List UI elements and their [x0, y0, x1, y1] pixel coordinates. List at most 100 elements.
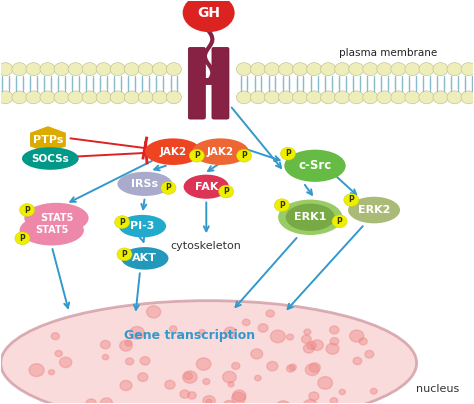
Circle shape	[60, 357, 72, 368]
Circle shape	[146, 306, 161, 318]
Ellipse shape	[22, 147, 79, 170]
Circle shape	[305, 364, 319, 376]
Circle shape	[311, 340, 323, 350]
Circle shape	[15, 232, 30, 245]
Circle shape	[0, 63, 13, 76]
Text: nucleus: nucleus	[416, 384, 459, 394]
Text: AKT: AKT	[132, 253, 157, 263]
Circle shape	[330, 338, 339, 345]
Text: c-Src: c-Src	[298, 159, 332, 172]
Circle shape	[377, 91, 392, 104]
Circle shape	[40, 63, 55, 76]
Text: P: P	[285, 149, 291, 158]
Circle shape	[301, 335, 311, 343]
Text: P: P	[119, 218, 125, 227]
Circle shape	[100, 341, 110, 349]
Circle shape	[40, 91, 55, 104]
Circle shape	[54, 63, 69, 76]
Circle shape	[363, 63, 378, 76]
Text: IRSs: IRSs	[131, 179, 158, 189]
Circle shape	[332, 215, 347, 228]
Circle shape	[271, 330, 285, 343]
Circle shape	[335, 91, 350, 104]
Circle shape	[51, 333, 59, 340]
Circle shape	[330, 398, 337, 404]
Circle shape	[124, 63, 139, 76]
Ellipse shape	[145, 139, 201, 165]
Circle shape	[82, 63, 97, 76]
Circle shape	[184, 372, 192, 380]
Circle shape	[138, 91, 153, 104]
Circle shape	[264, 63, 280, 76]
Circle shape	[138, 63, 153, 76]
Circle shape	[110, 91, 125, 104]
Circle shape	[203, 379, 210, 385]
Circle shape	[419, 91, 434, 104]
Circle shape	[309, 363, 320, 372]
Text: P: P	[348, 196, 354, 204]
Circle shape	[251, 349, 263, 359]
Circle shape	[166, 63, 182, 76]
Circle shape	[267, 362, 278, 371]
Text: P: P	[19, 234, 25, 243]
Circle shape	[279, 63, 294, 76]
Circle shape	[405, 63, 420, 76]
Circle shape	[349, 91, 364, 104]
Circle shape	[304, 329, 311, 335]
Circle shape	[250, 91, 265, 104]
Circle shape	[188, 392, 196, 399]
FancyBboxPatch shape	[212, 47, 229, 119]
Circle shape	[125, 340, 132, 346]
Circle shape	[307, 63, 322, 76]
Ellipse shape	[119, 215, 166, 238]
Text: P: P	[122, 250, 128, 259]
Circle shape	[96, 91, 111, 104]
Circle shape	[286, 365, 295, 372]
Circle shape	[339, 389, 346, 395]
Circle shape	[224, 327, 236, 337]
Circle shape	[433, 63, 448, 76]
Text: SOCSs: SOCSs	[31, 154, 69, 164]
Circle shape	[129, 326, 145, 339]
Circle shape	[447, 63, 462, 76]
Circle shape	[433, 91, 448, 104]
Circle shape	[124, 91, 139, 104]
Ellipse shape	[182, 0, 235, 32]
Circle shape	[349, 63, 364, 76]
Circle shape	[233, 390, 246, 401]
Circle shape	[281, 147, 296, 160]
Circle shape	[48, 370, 55, 375]
Circle shape	[237, 91, 252, 104]
Circle shape	[264, 91, 280, 104]
Circle shape	[161, 181, 176, 194]
Circle shape	[119, 341, 132, 351]
Circle shape	[152, 91, 167, 104]
Text: ERK1: ERK1	[294, 212, 327, 222]
Circle shape	[309, 392, 319, 400]
Circle shape	[276, 401, 291, 404]
Circle shape	[353, 357, 362, 365]
Circle shape	[126, 358, 134, 365]
Circle shape	[0, 91, 13, 104]
Circle shape	[370, 388, 377, 394]
Text: Gene transcription: Gene transcription	[124, 329, 255, 342]
Text: P: P	[194, 151, 200, 160]
Circle shape	[100, 398, 112, 404]
Text: STAT5: STAT5	[40, 213, 73, 223]
Ellipse shape	[284, 149, 346, 182]
Circle shape	[250, 63, 265, 76]
Ellipse shape	[348, 197, 400, 223]
Circle shape	[303, 344, 314, 353]
Circle shape	[68, 63, 83, 76]
Circle shape	[117, 248, 132, 261]
Circle shape	[12, 91, 27, 104]
Text: plasma membrane: plasma membrane	[339, 48, 438, 58]
Ellipse shape	[192, 139, 249, 165]
Circle shape	[219, 185, 234, 198]
Text: P: P	[24, 206, 30, 215]
Circle shape	[120, 381, 132, 391]
Circle shape	[140, 357, 150, 365]
Circle shape	[170, 326, 177, 332]
Circle shape	[232, 362, 240, 369]
Circle shape	[350, 330, 364, 342]
